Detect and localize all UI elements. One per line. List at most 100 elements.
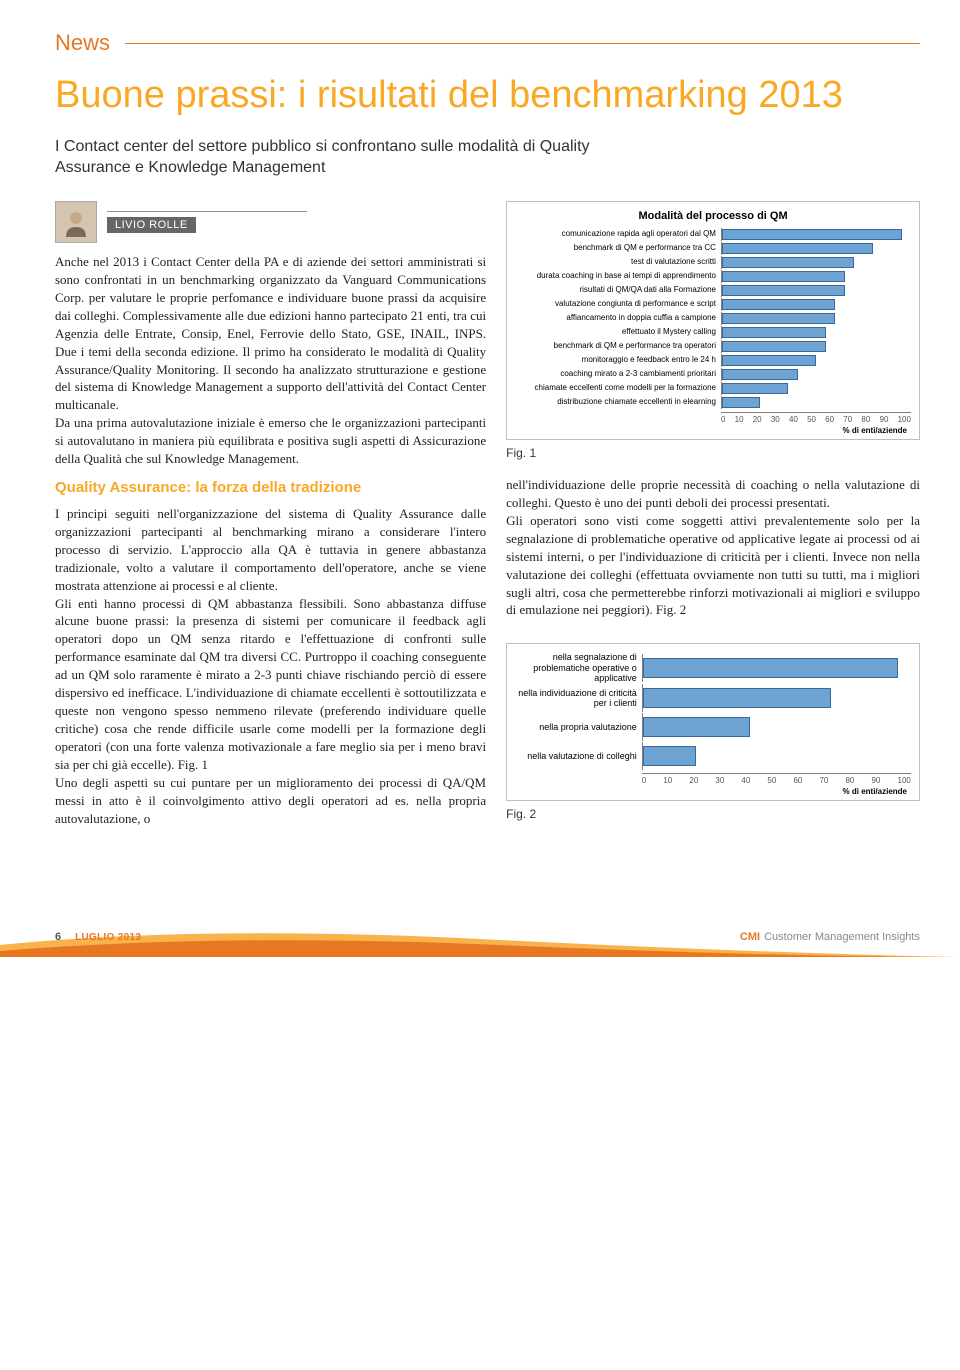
- chart1-row: effettuato il Mystery calling: [515, 326, 911, 339]
- chart1-xlabel: % di enti/aziende: [515, 426, 911, 435]
- chart1-tick: 80: [861, 415, 870, 424]
- footer-date: LUGLIO 2013: [75, 932, 141, 943]
- column-left: LIVIO ROLLE Anche nel 2013 i Contact Cen…: [55, 201, 486, 838]
- chart2-tick: 70: [819, 776, 828, 785]
- chart2-tick: 100: [898, 776, 911, 785]
- chart1-row-label: benchmark di QM e performance tra operat…: [515, 342, 721, 351]
- section-label: News: [55, 30, 110, 56]
- chart1-row-label: valutazione congiunta di performance e s…: [515, 300, 721, 309]
- chart1-row-label: comunicazione rapida agli operatori dal …: [515, 230, 721, 239]
- chart1-bar: [722, 243, 873, 254]
- chart1-title: Modalità del processo di QM: [515, 210, 911, 222]
- chart1-row-label: risultati di QM/QA dati alla Formazione: [515, 286, 721, 295]
- chart1-row-label: test di valutazione scritti: [515, 258, 721, 267]
- chart2-bar-area: [642, 713, 911, 741]
- chart1-bar-area: [721, 270, 911, 283]
- chart-fig2: nella segnalazione di problematiche oper…: [506, 643, 920, 801]
- chart2-tick: 80: [845, 776, 854, 785]
- person-icon: [61, 207, 91, 237]
- chart2-bar: [643, 746, 697, 766]
- chart2-tick: 90: [871, 776, 880, 785]
- fig1-caption: Fig. 1: [506, 446, 920, 460]
- chart1-bar-area: [721, 312, 911, 325]
- chart1-tick: 60: [825, 415, 834, 424]
- paragraph: Da una prima autovalutazione iniziale è …: [55, 414, 486, 468]
- chart1-row: affiancamento in doppia cuffia a campion…: [515, 312, 911, 325]
- chart1-bar: [722, 369, 798, 380]
- chart2-row-label: nella individuazione di criticità per i …: [515, 688, 642, 709]
- chart1-row: valutazione congiunta di performance e s…: [515, 298, 911, 311]
- chart1-bar-area: [721, 242, 911, 255]
- body-text-left: Anche nel 2013 i Contact Center della PA…: [55, 253, 486, 828]
- chart2-row-label: nella valutazione di colleghi: [515, 751, 642, 761]
- author-block: LIVIO ROLLE: [55, 201, 486, 243]
- chart1-bar: [722, 327, 826, 338]
- chart2-bar: [643, 658, 898, 678]
- chart1-bar-area: [721, 340, 911, 353]
- paragraph: nell'individuazione delle proprie necess…: [506, 476, 920, 512]
- chart1-row: chiamate eccellenti come modelli per la …: [515, 382, 911, 395]
- chart1-tick: 20: [753, 415, 762, 424]
- chart1-tick: 100: [898, 415, 911, 424]
- chart1-bar-area: [721, 228, 911, 241]
- footer-brand: CMICustomer Management Insights: [740, 931, 920, 943]
- chart1-row: benchmark di QM e performance tra operat…: [515, 340, 911, 353]
- chart1-row: coaching mirato a 2-3 cambiamenti priori…: [515, 368, 911, 381]
- fig2-caption: Fig. 2: [506, 807, 920, 821]
- chart1-bar: [722, 341, 826, 352]
- chart1-row-label: coaching mirato a 2-3 cambiamenti priori…: [515, 370, 721, 379]
- author-name: LIVIO ROLLE: [107, 217, 196, 233]
- chart1-bar-area: [721, 368, 911, 381]
- chart1-bar-area: [721, 298, 911, 311]
- chart1-bar: [722, 285, 845, 296]
- body-text-right: nell'individuazione delle proprie necess…: [506, 476, 920, 620]
- chart1-row: risultati di QM/QA dati alla Formazione: [515, 284, 911, 297]
- section-header: News: [55, 30, 920, 56]
- footer-brand-rest: Customer Management Insights: [764, 931, 920, 943]
- chart1-bars: comunicazione rapida agli operatori dal …: [515, 228, 911, 409]
- chart1-tick: 40: [789, 415, 798, 424]
- chart1-row: comunicazione rapida agli operatori dal …: [515, 228, 911, 241]
- chart1-bar: [722, 299, 835, 310]
- chart1-bar-area: [721, 396, 911, 409]
- chart2-tick: 40: [741, 776, 750, 785]
- chart1-tick: 0: [721, 415, 725, 424]
- paragraph: I principi seguiti nell'organizzazione d…: [55, 505, 486, 595]
- chart1-bar-area: [721, 382, 911, 395]
- chart2-bar: [643, 717, 750, 737]
- page-footer: 6 LUGLIO 2013 CMICustomer Management Ins…: [0, 917, 960, 957]
- chart1-row-label: monitoraggio e feedback entro le 24 h: [515, 356, 721, 365]
- chart1-row: distribuzione chiamate eccellenti in ele…: [515, 396, 911, 409]
- chart1-tick: 70: [843, 415, 852, 424]
- chart2-row: nella individuazione di criticità per i …: [515, 684, 911, 712]
- subheading-qa: Quality Assurance: la forza della tradiz…: [55, 478, 486, 499]
- chart1-row-label: effettuato il Mystery calling: [515, 328, 721, 337]
- chart2-axis-ticks: 0102030405060708090100: [642, 773, 911, 785]
- chart1-bar: [722, 271, 845, 282]
- chart2-xlabel: % di enti/aziende: [515, 787, 911, 796]
- chart2-tick: 10: [663, 776, 672, 785]
- chart1-bar: [722, 313, 835, 324]
- chart2-row-label: nella propria valutazione: [515, 722, 642, 732]
- chart2-tick: 20: [689, 776, 698, 785]
- chart2-bars: nella segnalazione di problematiche oper…: [515, 652, 911, 770]
- author-rule: [107, 211, 307, 212]
- section-rule: [125, 43, 920, 44]
- chart1-tick: 10: [735, 415, 744, 424]
- chart1-row-label: benchmark di QM e performance tra CC: [515, 244, 721, 253]
- chart2-bar-area: [642, 684, 911, 712]
- chart2-bar-area: [642, 654, 911, 682]
- chart1-bar-area: [721, 354, 911, 367]
- chart1-tick: 30: [771, 415, 780, 424]
- two-column-layout: LIVIO ROLLE Anche nel 2013 i Contact Cen…: [55, 201, 920, 838]
- chart1-bar-area: [721, 256, 911, 269]
- chart1-row: monitoraggio e feedback entro le 24 h: [515, 354, 911, 367]
- chart1-row-label: durata coaching in base ai tempi di appr…: [515, 272, 721, 281]
- chart1-bar: [722, 229, 902, 240]
- chart2-bar: [643, 688, 831, 708]
- footer-left: 6 LUGLIO 2013: [55, 931, 141, 943]
- paragraph: Anche nel 2013 i Contact Center della PA…: [55, 253, 486, 414]
- column-right: Modalità del processo di QM comunicazion…: [506, 201, 920, 838]
- paragraph: Uno degli aspetti su cui puntare per un …: [55, 774, 486, 828]
- chart1-row-label: affiancamento in doppia cuffia a campion…: [515, 314, 721, 323]
